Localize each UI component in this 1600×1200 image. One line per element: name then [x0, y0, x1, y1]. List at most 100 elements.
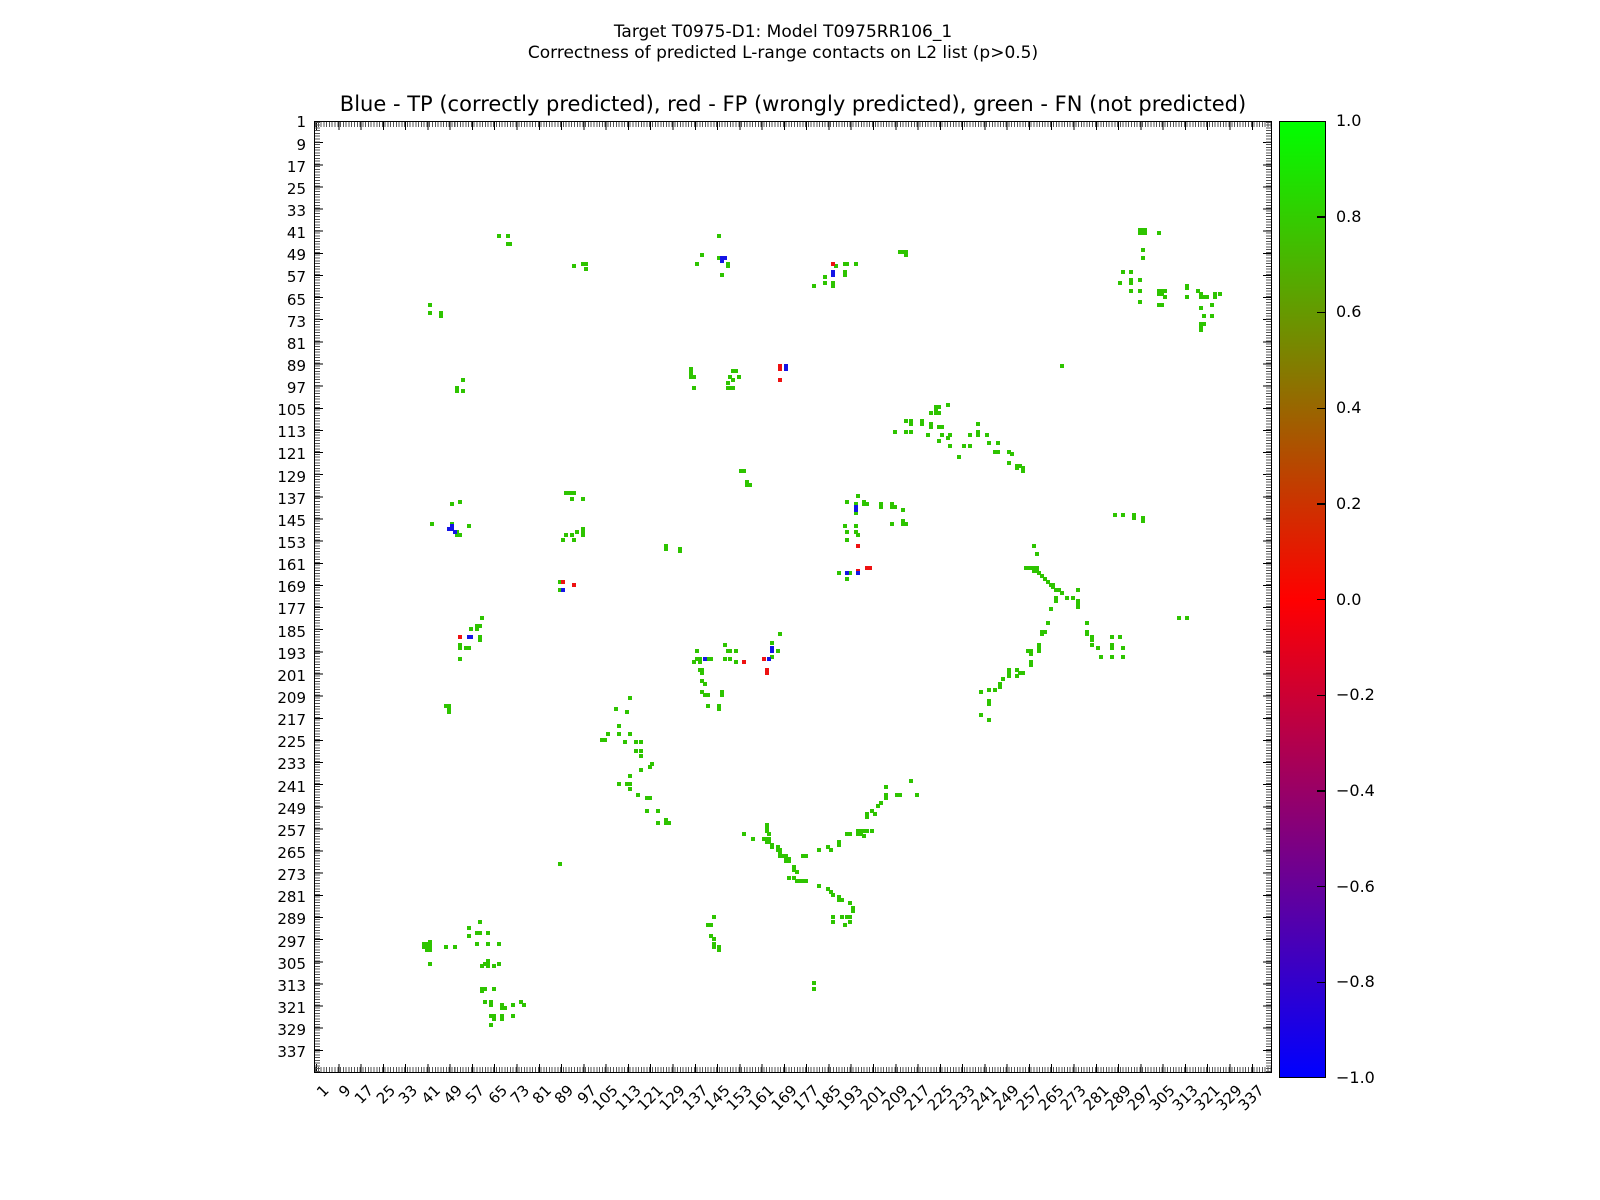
fn-point	[655, 809, 660, 814]
colorbar-tick-label: −0.2	[1336, 685, 1375, 705]
fn-point	[878, 505, 883, 510]
contact-map-plot-area	[314, 121, 1272, 1073]
fn-point	[998, 682, 1003, 687]
y-tick-label: 1	[296, 113, 306, 132]
fn-point	[845, 538, 850, 543]
fn-point	[845, 529, 850, 534]
fn-point	[477, 624, 482, 629]
fn-point	[600, 737, 605, 742]
y-tick-label: 129	[277, 467, 306, 486]
fn-point	[725, 380, 730, 385]
fn-point	[625, 781, 630, 786]
fn-point	[817, 884, 822, 889]
fn-point	[466, 524, 471, 529]
fn-point	[717, 233, 722, 238]
fn-point	[614, 707, 619, 712]
fn-point	[864, 502, 869, 507]
fn-point	[1129, 289, 1134, 294]
fn-point	[856, 493, 861, 498]
fn-point	[717, 704, 722, 709]
fn-point	[708, 922, 713, 927]
fn-point	[1198, 294, 1203, 299]
fn-point	[792, 867, 797, 872]
fn-point	[458, 646, 463, 651]
fn-point	[644, 809, 649, 814]
fn-point	[580, 261, 585, 266]
fn-point	[856, 828, 861, 833]
y-tick-label: 193	[277, 644, 306, 663]
fn-point	[722, 643, 727, 648]
fn-point	[853, 510, 858, 515]
fn-point	[499, 1005, 504, 1010]
fn-point	[823, 275, 828, 280]
tp-point	[831, 272, 836, 277]
fn-point	[706, 657, 711, 662]
fn-point	[477, 920, 482, 925]
fn-point	[694, 648, 699, 653]
fn-point	[901, 250, 905, 255]
fp-point	[778, 363, 783, 368]
y-tick-label: 305	[277, 954, 306, 973]
tp-point	[469, 635, 474, 640]
fn-point	[689, 369, 694, 374]
fn-point	[449, 521, 454, 526]
fn-point	[499, 1014, 504, 1019]
y-tick-label: 113	[277, 423, 306, 442]
fn-point	[1140, 255, 1145, 260]
fp-point	[761, 657, 766, 662]
y-tick-label: 201	[277, 666, 306, 685]
fn-point	[778, 848, 783, 853]
tp-point	[719, 255, 724, 260]
fn-point	[580, 496, 585, 501]
fn-point	[447, 709, 452, 714]
fn-point	[697, 657, 702, 662]
fn-point	[1157, 303, 1162, 308]
fn-point	[717, 945, 722, 950]
fn-point	[1198, 325, 1203, 330]
fn-point	[583, 267, 588, 272]
tp-point	[853, 507, 858, 512]
colorbar-tick-label: −0.8	[1336, 972, 1375, 992]
fn-point	[1159, 303, 1164, 308]
fn-point	[1031, 543, 1036, 548]
fn-point	[742, 831, 747, 836]
fn-point	[1137, 228, 1142, 233]
fn-point	[1112, 513, 1117, 518]
fn-point	[898, 792, 903, 797]
fn-point	[628, 773, 633, 778]
fn-point	[901, 521, 905, 526]
fn-point	[633, 740, 638, 745]
axes-title-legend: Blue - TP (correctly predicted), red - F…	[339, 92, 1247, 116]
fn-point	[605, 731, 610, 736]
fn-point	[937, 424, 942, 429]
fn-point	[987, 687, 992, 692]
fn-point	[697, 668, 702, 673]
fn-point	[859, 828, 864, 833]
y-tick-label: 137	[277, 489, 306, 508]
fn-point	[848, 831, 853, 836]
fn-point	[491, 1017, 496, 1022]
fn-point	[572, 491, 577, 496]
fn-point	[733, 660, 738, 665]
fp-point	[778, 377, 783, 382]
fn-point	[719, 272, 724, 277]
fn-point	[948, 433, 953, 438]
fn-point	[497, 942, 502, 947]
fn-point	[728, 374, 733, 379]
fn-point	[909, 419, 914, 424]
fn-point	[1095, 646, 1100, 651]
fn-point	[722, 657, 727, 662]
fn-point	[444, 945, 449, 950]
fn-point	[836, 895, 841, 900]
fn-point	[767, 839, 772, 844]
fn-point	[580, 532, 585, 537]
figure-title-line2: Correctness of predicted L-range contact…	[527, 43, 1039, 63]
fn-point	[711, 945, 716, 950]
fn-point	[836, 842, 841, 847]
tp-point	[767, 657, 772, 662]
fn-point	[1198, 327, 1203, 332]
fn-point	[664, 820, 669, 825]
fn-point	[564, 532, 569, 537]
fn-point	[1037, 643, 1042, 648]
